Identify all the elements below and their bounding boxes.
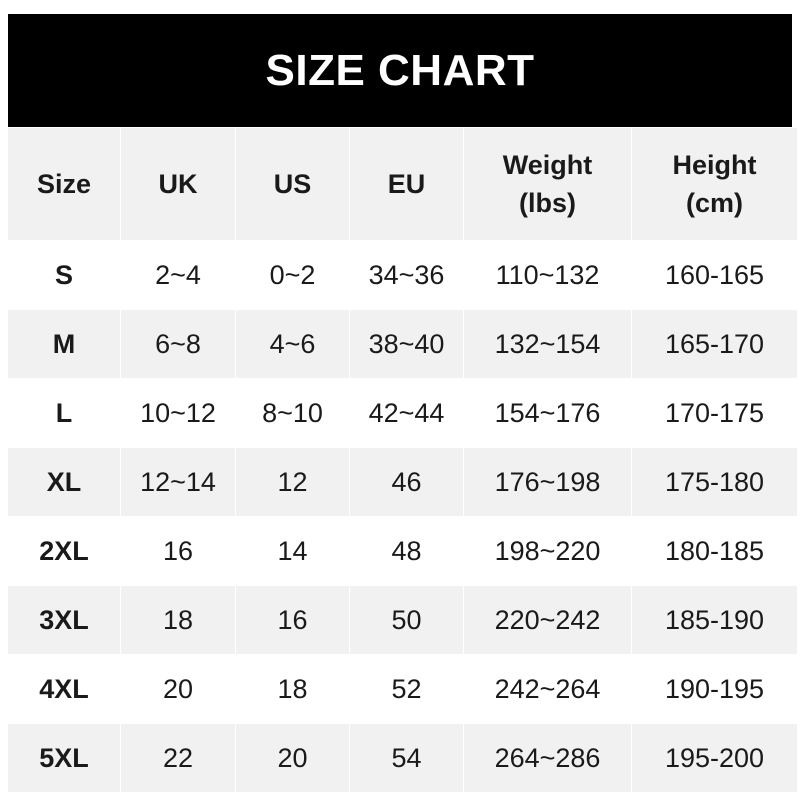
cell-us: 4~6 — [236, 310, 349, 378]
cell-size: 3XL — [8, 586, 120, 654]
cell-height: 160-165 — [632, 241, 797, 309]
cell-us: 18 — [236, 655, 349, 723]
cell-us: 14 — [236, 517, 349, 585]
cell-eu: 42~44 — [350, 379, 463, 447]
cell-size: 4XL — [8, 655, 120, 723]
cell-eu: 46 — [350, 448, 463, 516]
cell-eu: 54 — [350, 724, 463, 792]
cell-weight: 176~198 — [464, 448, 631, 516]
cell-height: 185-190 — [632, 586, 797, 654]
cell-weight: 132~154 — [464, 310, 631, 378]
header-us: US — [236, 128, 349, 240]
cell-uk: 22 — [121, 724, 235, 792]
cell-weight: 242~264 — [464, 655, 631, 723]
cell-size: XL — [8, 448, 120, 516]
header-uk: UK — [121, 128, 235, 240]
header-height: Height (cm) — [632, 128, 797, 240]
cell-eu: 38~40 — [350, 310, 463, 378]
cell-height: 175-180 — [632, 448, 797, 516]
cell-weight: 154~176 — [464, 379, 631, 447]
header-size: Size — [8, 128, 120, 240]
page-title: SIZE CHART — [265, 45, 535, 95]
cell-uk: 12~14 — [121, 448, 235, 516]
cell-uk: 20 — [121, 655, 235, 723]
cell-us: 0~2 — [236, 241, 349, 309]
cell-size: L — [8, 379, 120, 447]
cell-weight: 198~220 — [464, 517, 631, 585]
cell-eu: 52 — [350, 655, 463, 723]
size-chart-table: Size UK US EU Weight (lbs) Height (cm) S 2~4 0~2… — [8, 128, 797, 792]
cell-us: 8~10 — [236, 379, 349, 447]
cell-uk: 16 — [121, 517, 235, 585]
cell-eu: 48 — [350, 517, 463, 585]
cell-us: 16 — [236, 586, 349, 654]
cell-height: 195-200 — [632, 724, 797, 792]
cell-us: 12 — [236, 448, 349, 516]
cell-height: 165-170 — [632, 310, 797, 378]
cell-weight: 264~286 — [464, 724, 631, 792]
cell-weight: 220~242 — [464, 586, 631, 654]
header-eu: EU — [350, 128, 463, 240]
cell-uk: 10~12 — [121, 379, 235, 447]
cell-uk: 2~4 — [121, 241, 235, 309]
cell-height: 190-195 — [632, 655, 797, 723]
cell-weight: 110~132 — [464, 241, 631, 309]
cell-height: 180-185 — [632, 517, 797, 585]
cell-size: 2XL — [8, 517, 120, 585]
header-weight: Weight (lbs) — [464, 128, 631, 240]
cell-eu: 50 — [350, 586, 463, 654]
title-bar: SIZE CHART — [8, 14, 792, 127]
cell-eu: 34~36 — [350, 241, 463, 309]
cell-size: 5XL — [8, 724, 120, 792]
cell-size: M — [8, 310, 120, 378]
cell-size: S — [8, 241, 120, 309]
cell-us: 20 — [236, 724, 349, 792]
cell-uk: 18 — [121, 586, 235, 654]
cell-uk: 6~8 — [121, 310, 235, 378]
cell-height: 170-175 — [632, 379, 797, 447]
